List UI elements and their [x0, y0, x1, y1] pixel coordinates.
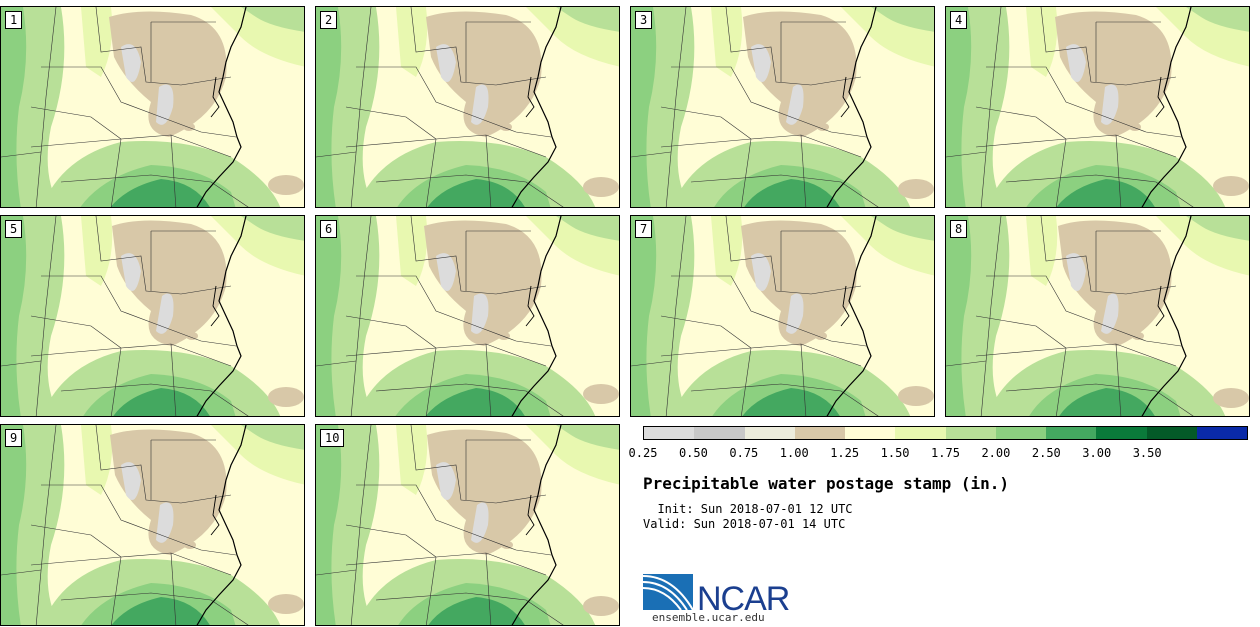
legend-tick-label: 2.50 [1031, 446, 1061, 460]
legend-swatch [1146, 427, 1197, 439]
map-panel: 10 [315, 424, 620, 626]
map-panel: 4 [945, 6, 1250, 208]
legend-tick-label: 1.25 [830, 446, 860, 460]
logo-text: NCAR [697, 580, 790, 618]
legend-swatch [845, 427, 896, 439]
figure-title: Precipitable water postage stamp (in.) [643, 474, 1010, 493]
legend-swatch [644, 427, 695, 439]
legend-swatch [1096, 427, 1147, 439]
map-panel: 2 [315, 6, 620, 208]
panel-number: 8 [950, 220, 968, 238]
legend-tick-label: 1.75 [931, 446, 960, 460]
map-panel: 9 [0, 424, 305, 626]
panel-number: 10 [320, 429, 345, 447]
map-panel: 8 [945, 215, 1250, 417]
init-time: Init: Sun 2018-07-01 12 UTC [643, 502, 853, 516]
panel-number: 5 [5, 220, 23, 238]
valid-time: Valid: Sun 2018-07-01 14 UTC [643, 517, 846, 531]
panel-number: 3 [635, 11, 653, 29]
legend-swatch [794, 427, 845, 439]
legend-tick-label: 2.00 [981, 446, 1011, 460]
legend-swatch [694, 427, 745, 439]
map-panel: 3 [630, 6, 935, 208]
legend-tick-label: 0.25 [628, 446, 658, 460]
legend-swatch [995, 427, 1046, 439]
legend-tick-label: 3.00 [1082, 446, 1112, 460]
panel-number: 7 [635, 220, 653, 238]
panel-number: 1 [5, 11, 23, 29]
map-panel: 6 [315, 215, 620, 417]
legend-swatch [1046, 427, 1097, 439]
legend-tick-label: 0.75 [729, 446, 759, 460]
panel-number: 4 [950, 11, 968, 29]
legend-tick-label: 1.00 [779, 446, 809, 460]
panel-number: 2 [320, 11, 338, 29]
map-panel: 5 [0, 215, 305, 417]
color-legend [643, 426, 1248, 440]
panel-number: 9 [5, 429, 23, 447]
panel-number: 6 [320, 220, 338, 238]
legend-swatch [895, 427, 946, 439]
legend-swatch [1196, 427, 1247, 439]
legend-swatch [945, 427, 996, 439]
legend-swatch [744, 427, 795, 439]
site-url: ensemble.ucar.edu [652, 611, 765, 624]
map-panel: 1 [0, 6, 305, 208]
legend-tick-label: 0.50 [678, 446, 708, 460]
legend-tick-label: 3.50 [1132, 446, 1162, 460]
ncar-logo-icon [643, 574, 694, 611]
map-panel: 7 [630, 215, 935, 417]
legend-tick-label: 1.50 [880, 446, 910, 460]
